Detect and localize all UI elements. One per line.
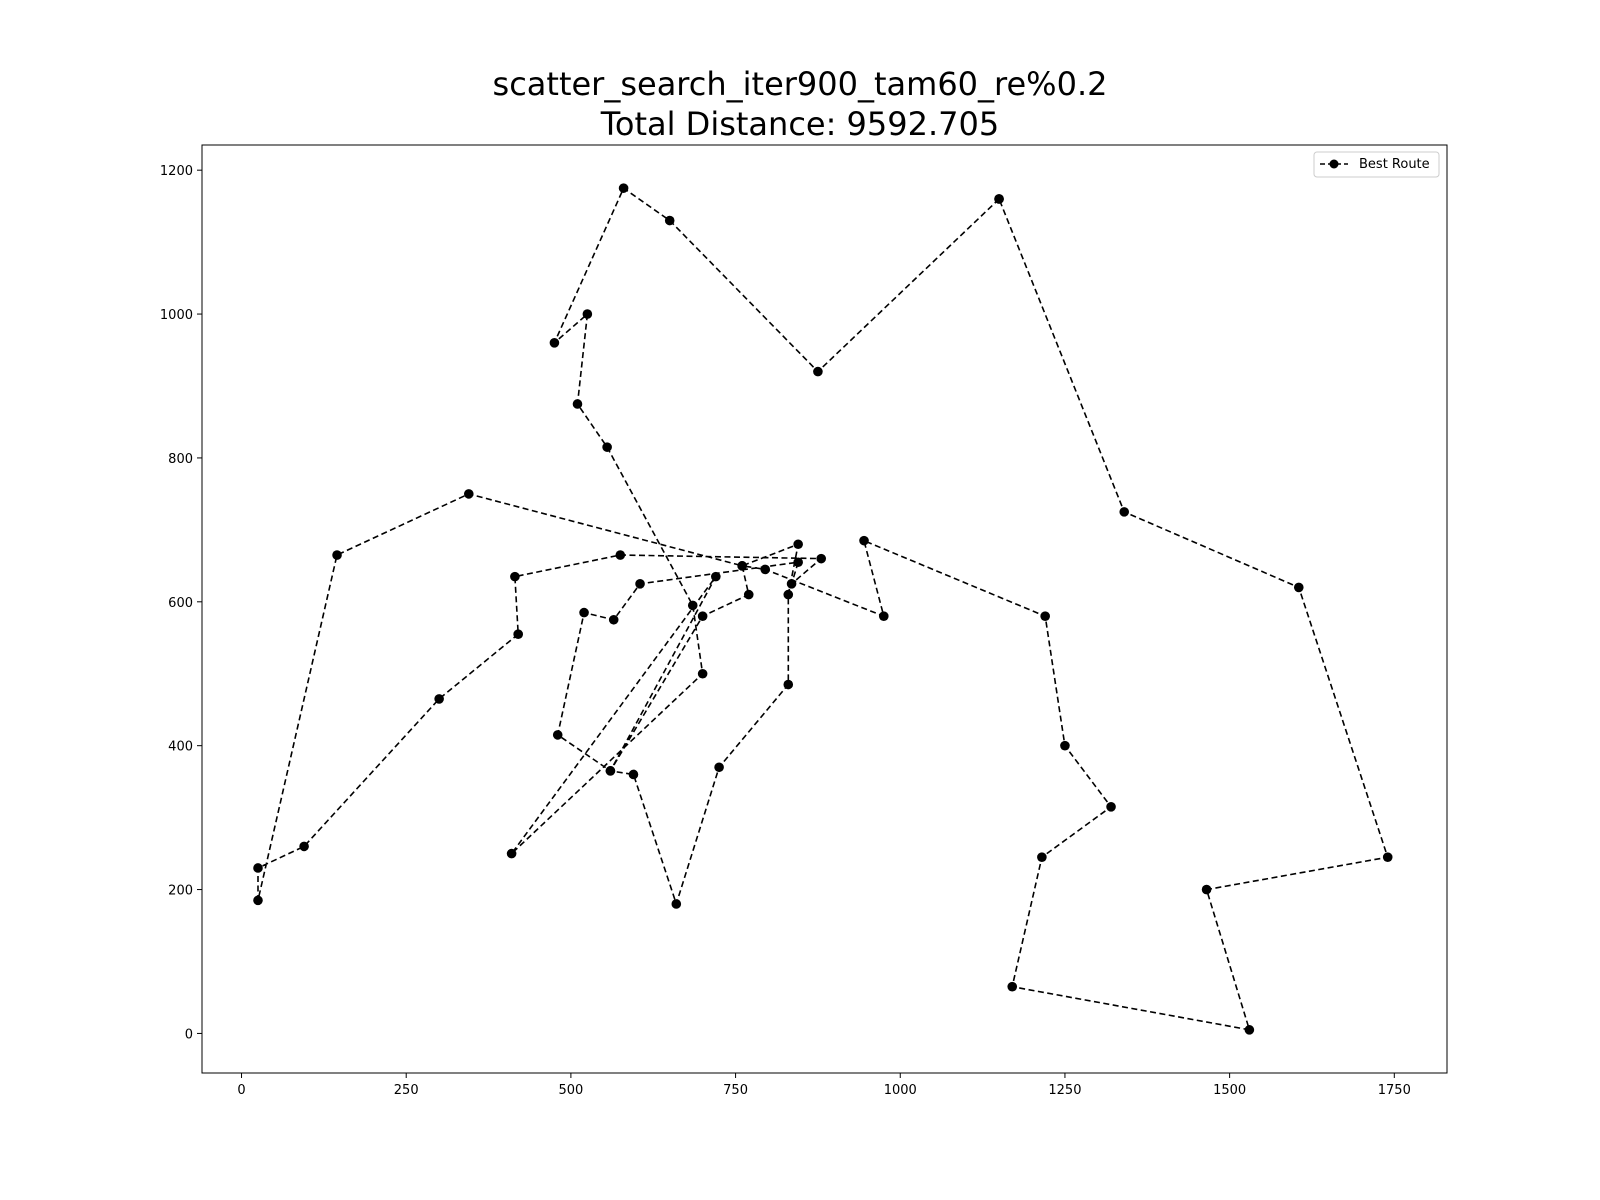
legend-marker [1330,160,1339,169]
route-point [879,611,889,621]
x-tick-label: 1500 [1213,1083,1246,1098]
route-point [1294,583,1304,593]
route-point [1037,852,1047,862]
plot-frame [202,145,1447,1073]
route-point [550,338,560,348]
route-point [464,489,474,499]
x-tick-label: 1000 [884,1083,917,1098]
route-point [793,539,803,549]
route-point [1060,741,1070,751]
y-tick-label: 1200 [160,164,193,179]
route-point [1383,852,1393,862]
legend: Best Route [1314,152,1439,177]
legend-label: Best Route [1359,157,1430,172]
route-point [813,367,823,377]
x-tick-label: 250 [394,1083,419,1098]
route-point [698,669,708,679]
route-point [583,309,593,319]
route-point [553,730,563,740]
route-point [510,572,520,582]
x-tick-label: 0 [237,1083,245,1098]
route-point [793,557,803,567]
route-point [1106,802,1116,812]
route-point [332,550,342,560]
y-tick-label: 200 [168,884,193,899]
x-axis: 0 250 500 750 1000 1250 1500 1750 [237,1073,1410,1098]
route-point [698,611,708,621]
route-point [783,680,793,690]
route-point [573,399,583,409]
route-point [635,579,645,589]
route-point [665,216,675,226]
route-point [787,579,797,589]
route-point [253,896,263,906]
route-point [737,561,747,571]
route-point [1040,611,1050,621]
y-tick-label: 600 [168,596,193,611]
route-point [615,550,625,560]
y-tick-label: 400 [168,740,193,755]
route-point [629,770,639,780]
route-point [253,863,263,873]
route-point [619,183,629,193]
route-point [513,629,523,639]
route-point [711,572,721,582]
route-point [714,762,724,772]
y-tick-label: 1000 [160,308,193,323]
route-point [434,694,444,704]
route-point [507,849,517,859]
y-axis: 0 200 400 600 800 1000 1200 [160,164,202,1042]
x-tick-label: 750 [723,1083,748,1098]
route-point [299,842,309,852]
route-point [859,536,869,546]
x-tick-label: 1250 [1048,1083,1081,1098]
route-point [760,565,770,575]
route-point [606,766,616,776]
route-point [816,554,826,564]
route-point [744,590,754,600]
route-point [1119,507,1129,517]
x-tick-label: 500 [558,1083,583,1098]
route-point [1007,982,1017,992]
route-point [783,590,793,600]
route-point [994,194,1004,204]
route-point [1245,1025,1255,1035]
route-point [1202,885,1212,895]
x-tick-label: 1750 [1378,1083,1411,1098]
route-point [671,899,681,909]
route-point [602,442,612,452]
route-point [609,615,619,625]
y-tick-label: 0 [185,1027,193,1042]
route-point [688,601,698,611]
y-tick-label: 800 [168,452,193,467]
route-point [579,608,589,618]
